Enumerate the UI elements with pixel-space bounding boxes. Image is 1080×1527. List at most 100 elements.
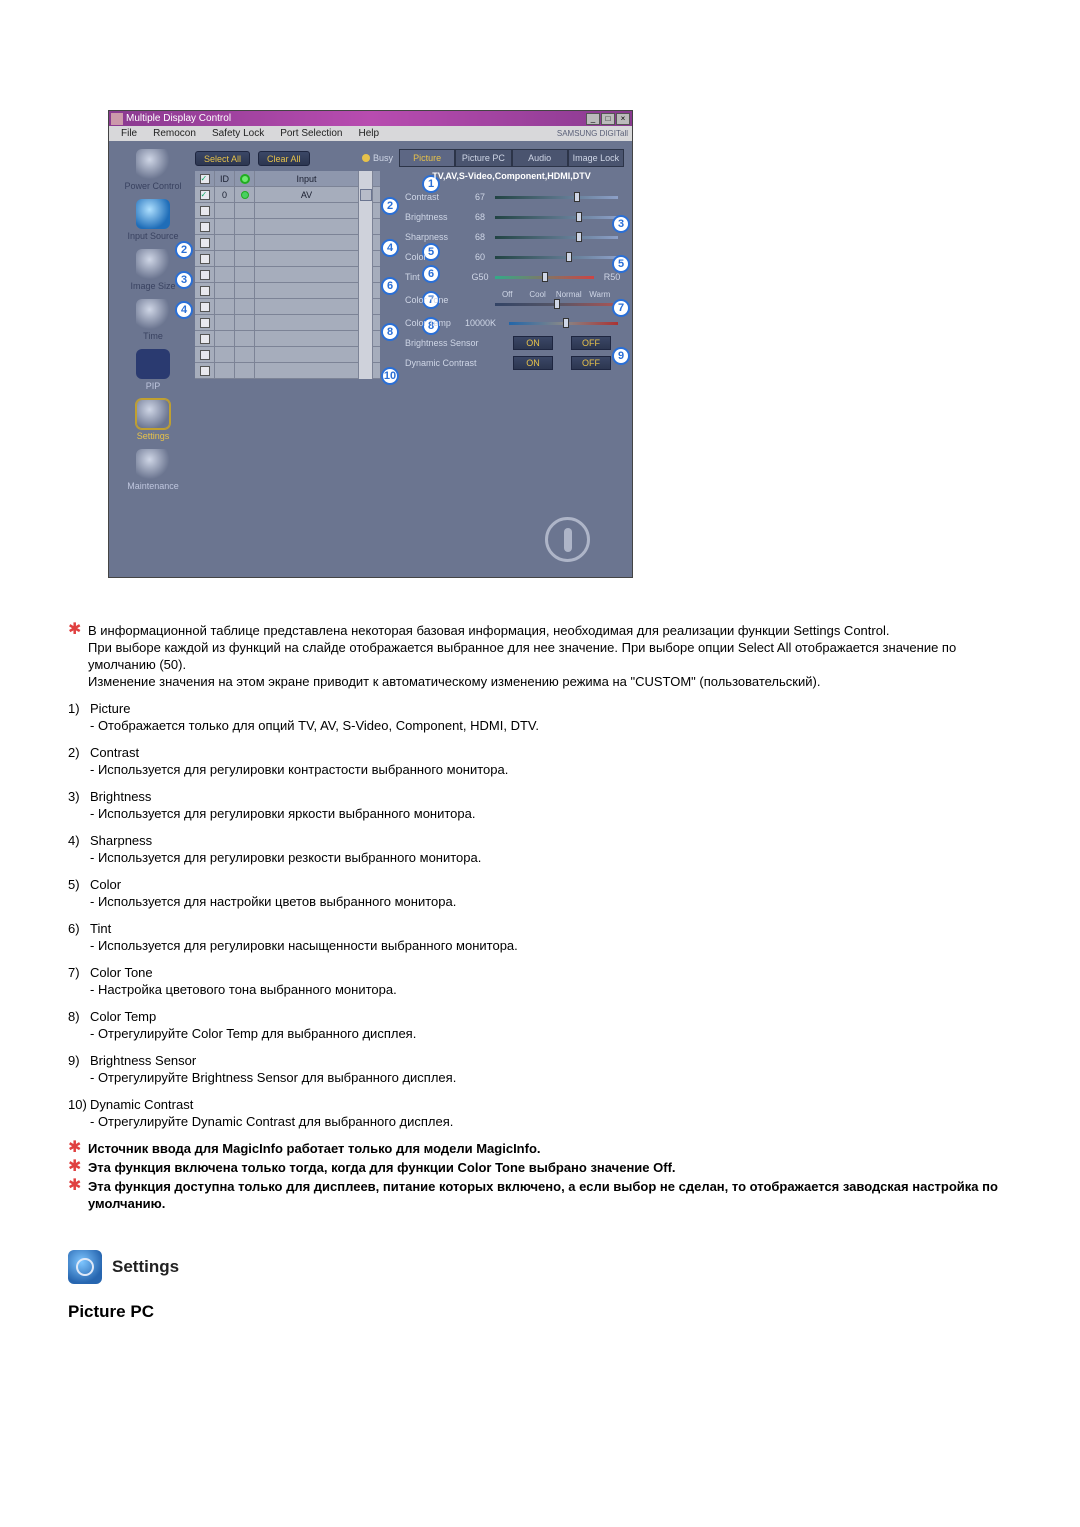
- star-icon: ✱: [68, 1159, 82, 1176]
- select-all-button[interactable]: Select All: [195, 151, 250, 166]
- check-icon: [200, 174, 210, 184]
- item-number: 3): [68, 788, 90, 822]
- sidebar-item-time[interactable]: Time: [122, 299, 184, 341]
- sidebar-item-pip[interactable]: PIP: [122, 349, 184, 391]
- grid-row[interactable]: [195, 299, 380, 315]
- list-item: 10)Dynamic Contrast- Отрегулируйте Dynam…: [68, 1096, 1012, 1130]
- app-icon: [111, 113, 123, 125]
- dcontrast-on-button[interactable]: ON: [513, 356, 553, 370]
- grid-row[interactable]: [195, 251, 380, 267]
- sidebar-item-settings[interactable]: Settings: [122, 399, 184, 441]
- sidebar-item-power[interactable]: Power Control: [122, 149, 184, 191]
- tab-audio[interactable]: Audio: [512, 149, 568, 167]
- list-item: 6)Tint- Используется для регулировки нас…: [68, 920, 1012, 954]
- row-input: [255, 283, 359, 299]
- slider-color-tone[interactable]: Off Cool Normal Warm: [495, 299, 618, 309]
- minimize-button[interactable]: _: [586, 113, 600, 125]
- row-id: [215, 283, 235, 299]
- item-title: Brightness Sensor: [90, 1052, 456, 1069]
- list-item: 7)Color Tone- Настройка цветового тона в…: [68, 964, 1012, 998]
- clear-all-button[interactable]: Clear All: [258, 151, 310, 166]
- sidebar-item-maintenance[interactable]: Maintenance: [122, 449, 184, 491]
- tab-picture[interactable]: Picture: [399, 149, 455, 167]
- menu-port-selection[interactable]: Port Selection: [272, 128, 350, 139]
- info-icon: [545, 517, 590, 562]
- row-input: [255, 267, 359, 283]
- item-number: 4): [68, 832, 90, 866]
- scrollbar-thumb[interactable]: [360, 189, 372, 201]
- power-icon: [136, 149, 170, 179]
- maximize-button[interactable]: □: [601, 113, 615, 125]
- row-id: [215, 299, 235, 315]
- row-check[interactable]: [200, 270, 210, 280]
- row-check[interactable]: [200, 350, 210, 360]
- grid-row[interactable]: 0AV: [195, 187, 380, 203]
- slider-tint[interactable]: [495, 272, 594, 282]
- item-number: 9): [68, 1052, 90, 1086]
- row-check[interactable]: [200, 366, 210, 376]
- grid-row[interactable]: [195, 315, 380, 331]
- row-input: AV: [255, 187, 359, 203]
- tab-picture-pc[interactable]: Picture PC: [455, 149, 511, 167]
- menu-safety-lock[interactable]: Safety Lock: [204, 128, 272, 139]
- row-check[interactable]: [200, 222, 210, 232]
- grid-row[interactable]: [195, 331, 380, 347]
- list-item: 4)Sharpness- Используется для регулировк…: [68, 832, 1012, 866]
- time-icon: [136, 299, 170, 329]
- menu-remocon[interactable]: Remocon: [145, 128, 204, 139]
- row-check[interactable]: [200, 206, 210, 216]
- grid-row[interactable]: [195, 235, 380, 251]
- menubar: File Remocon Safety Lock Port Selection …: [109, 126, 632, 141]
- item-desc: - Используется для регулировки резкости …: [90, 849, 481, 866]
- bsensor-off-button[interactable]: OFF: [571, 336, 611, 350]
- slider-contrast[interactable]: [495, 192, 618, 202]
- list-item: 1)Picture- Отображается только для опций…: [68, 700, 1012, 734]
- row-input: [255, 363, 359, 379]
- callout-10: 10: [381, 367, 399, 385]
- slider-sharpness[interactable]: [495, 232, 618, 242]
- grid-row[interactable]: [195, 283, 380, 299]
- menu-file[interactable]: File: [113, 128, 145, 139]
- row-input: [255, 315, 359, 331]
- tab-image-lock[interactable]: Image Lock: [568, 149, 624, 167]
- row-tint: Tint G50 R50: [399, 267, 624, 287]
- close-button[interactable]: ×: [616, 113, 630, 125]
- note-1: ✱Источник ввода для MagicInfo работает т…: [68, 1140, 1012, 1157]
- slider-color[interactable]: [495, 252, 618, 262]
- grid-col-scroll: [359, 171, 373, 187]
- maintenance-icon: [136, 449, 170, 479]
- app-title: Multiple Display Control: [126, 113, 586, 124]
- row-check[interactable]: [200, 286, 210, 296]
- row-color-temp: Color Temp 10000K: [399, 313, 624, 333]
- row-check[interactable]: [200, 190, 210, 200]
- grid-row[interactable]: [195, 363, 380, 379]
- callout-5: 5: [612, 255, 630, 273]
- row-check[interactable]: [200, 238, 210, 248]
- dcontrast-off-button[interactable]: OFF: [571, 356, 611, 370]
- callout-2-left: 2: [175, 241, 193, 259]
- grid-row[interactable]: [195, 267, 380, 283]
- grid-col-power: [235, 171, 255, 187]
- menu-help[interactable]: Help: [350, 128, 387, 139]
- item-title: Color Temp: [90, 1008, 416, 1025]
- item-desc: - Настройка цветового тона выбранного мо…: [90, 981, 397, 998]
- grid-row[interactable]: [195, 203, 380, 219]
- section-subtitle: Picture PC: [68, 1302, 1012, 1322]
- row-check[interactable]: [200, 318, 210, 328]
- row-id: [215, 267, 235, 283]
- item-title: Brightness: [90, 788, 476, 805]
- item-desc: - Используется для регулировки яркости в…: [90, 805, 476, 822]
- slider-color-temp[interactable]: [509, 318, 618, 328]
- power-dot-icon: [240, 174, 250, 184]
- grid-row[interactable]: [195, 219, 380, 235]
- grid-row[interactable]: [195, 347, 380, 363]
- row-check[interactable]: [200, 334, 210, 344]
- sidebar-item-image-size[interactable]: Image Size: [122, 249, 184, 291]
- bsensor-on-button[interactable]: ON: [513, 336, 553, 350]
- item-number: 8): [68, 1008, 90, 1042]
- star-icon: ✱: [68, 1178, 82, 1212]
- slider-brightness[interactable]: [495, 212, 618, 222]
- row-check[interactable]: [200, 254, 210, 264]
- sidebar-item-input[interactable]: Input Source: [122, 199, 184, 241]
- row-check[interactable]: [200, 302, 210, 312]
